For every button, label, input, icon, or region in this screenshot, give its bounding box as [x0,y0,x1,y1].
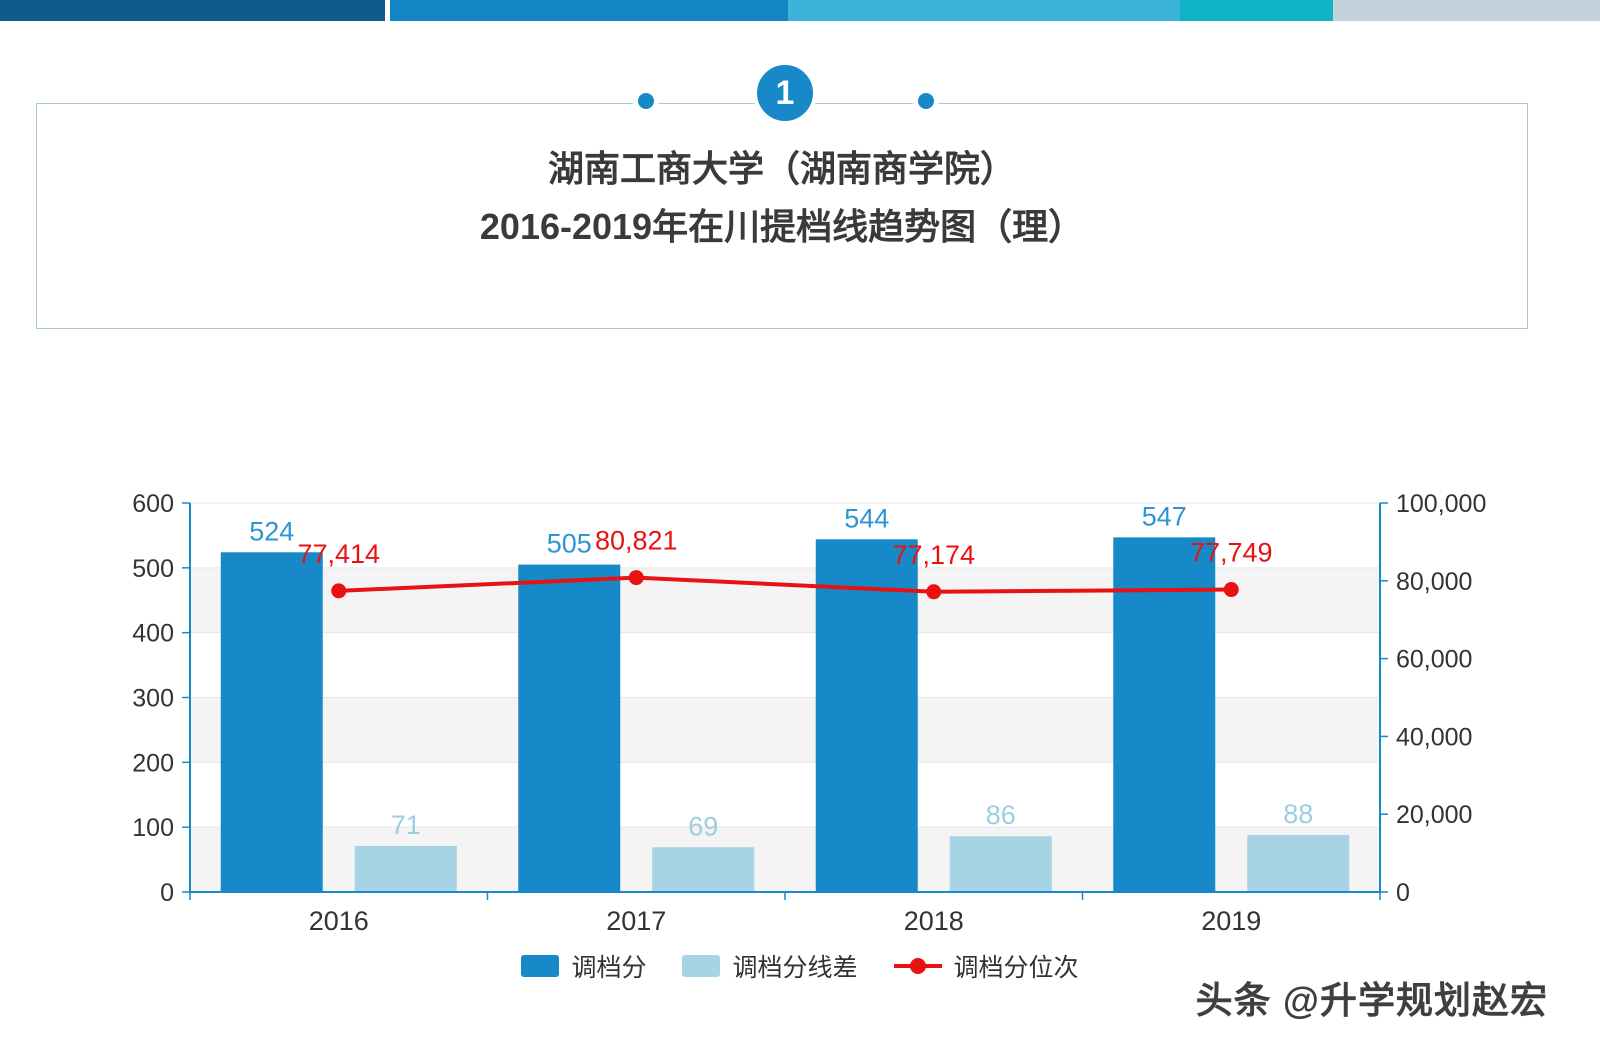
chart-legend: 调档分 调档分线差 调档分位次 [0,948,1600,984]
rank-line-point [926,584,942,600]
title-line-1: 湖南工商大学（湖南商学院） [547,148,1016,189]
watermark: 头条 @升学规划赵宏 [1195,980,1548,1021]
bar-value-label: 547 [1142,501,1187,531]
x-category-label: 2018 [904,906,964,936]
left-axis-label: 100 [132,814,174,842]
legend-swatch-bar-dark [521,955,560,977]
top-decorative-bar [0,0,1600,21]
bar-value-label: 88 [1283,799,1313,829]
right-axis-label: 80,000 [1396,568,1472,596]
rank-line [338,575,1232,594]
x-category-label: 2017 [606,906,666,936]
chart-title: 湖南工商大学（湖南商学院） 2016-2019年在川提档线趋势图（理） [36,140,1528,256]
rank-line-point [331,583,347,599]
rank-line-point [1223,582,1239,598]
pale-segment [1333,0,1600,21]
bar-value-label: 71 [391,810,421,840]
line-value-label: 80,821 [595,526,678,556]
bar-调档分线差 [354,845,457,892]
blue-segment [390,0,788,21]
left-axis-label: 200 [132,749,174,777]
left-axis-label: 0 [160,879,174,907]
legend-label: 调档分 [571,954,647,982]
bar-调档分 [815,539,918,892]
legend-item-diaodangfen[interactable]: 调档分 [521,948,646,984]
legend-item-diaodangfen-weici[interactable]: 调档分位次 [893,948,1079,984]
section-number-badge: 1 [753,61,817,125]
left-axis-label: 400 [132,620,174,648]
title-line-2: 2016-2019年在川提档线趋势图（理） [479,206,1085,247]
right-axis-label: 40,000 [1396,723,1472,751]
bar-value-label: 524 [249,516,294,546]
bar-调档分线差 [652,847,755,892]
bar-调档分 [220,552,323,892]
navy-segment [0,0,385,21]
legend-swatch-line [893,955,942,977]
decorative-dot-left [633,88,659,114]
right-axis-label: 20,000 [1396,801,1472,829]
bar-value-label: 86 [986,800,1016,830]
rank-line-point [628,570,644,586]
teal-segment [1180,0,1333,21]
legend-label: 调档分位次 [953,954,1079,982]
title-box [36,103,1528,329]
gap-segment [385,0,390,21]
right-axis-label: 0 [1396,879,1410,907]
legend-label: 调档分线差 [732,954,858,982]
bar-调档分线差 [1247,834,1350,892]
bar-value-label: 544 [844,503,889,533]
x-category-label: 2016 [309,906,369,936]
right-axis-label: 100,000 [1396,490,1486,518]
legend-item-diaodangfen-xiancha[interactable]: 调档分线差 [682,948,858,984]
bar-调档分 [1113,537,1216,892]
left-axis-label: 300 [132,685,174,713]
section-number: 1 [775,73,795,112]
cyan-segment [788,0,1180,21]
left-axis-label: 500 [132,555,174,583]
decorative-dot-right [913,88,939,114]
legend-dot-mark [909,958,926,974]
left-axis-label: 600 [132,490,174,518]
bar-调档分 [518,564,621,892]
right-axis-label: 60,000 [1396,646,1472,674]
bar-value-label: 69 [688,811,718,841]
bar-value-label: 505 [547,529,592,559]
legend-swatch-bar-light [682,955,721,977]
x-category-label: 2019 [1201,906,1261,936]
bar-调档分线差 [949,836,1052,892]
line-value-label: 77,749 [1190,538,1273,568]
line-value-label: 77,174 [892,540,975,570]
line-value-label: 77,414 [297,539,380,569]
